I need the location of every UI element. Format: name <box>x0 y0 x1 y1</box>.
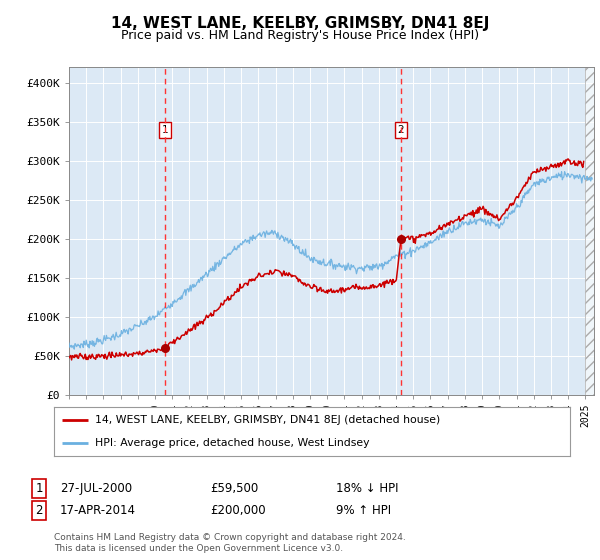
Text: £59,500: £59,500 <box>210 482 258 496</box>
Text: 9% ↑ HPI: 9% ↑ HPI <box>336 504 391 517</box>
Text: Contains HM Land Registry data © Crown copyright and database right 2024.
This d: Contains HM Land Registry data © Crown c… <box>54 533 406 553</box>
Text: 14, WEST LANE, KEELBY, GRIMSBY, DN41 8EJ (detached house): 14, WEST LANE, KEELBY, GRIMSBY, DN41 8EJ… <box>95 416 440 426</box>
Text: 1: 1 <box>35 482 43 496</box>
Text: HPI: Average price, detached house, West Lindsey: HPI: Average price, detached house, West… <box>95 438 370 448</box>
Text: 27-JUL-2000: 27-JUL-2000 <box>60 482 132 496</box>
Text: Price paid vs. HM Land Registry's House Price Index (HPI): Price paid vs. HM Land Registry's House … <box>121 29 479 42</box>
Text: 2: 2 <box>398 125 404 134</box>
Text: 14, WEST LANE, KEELBY, GRIMSBY, DN41 8EJ: 14, WEST LANE, KEELBY, GRIMSBY, DN41 8EJ <box>111 16 489 31</box>
Text: 17-APR-2014: 17-APR-2014 <box>60 504 136 517</box>
Text: 18% ↓ HPI: 18% ↓ HPI <box>336 482 398 496</box>
Text: 2: 2 <box>35 504 43 517</box>
Bar <box>586 67 600 395</box>
Text: £200,000: £200,000 <box>210 504 266 517</box>
Bar <box>586 67 600 395</box>
Text: 1: 1 <box>161 125 168 134</box>
